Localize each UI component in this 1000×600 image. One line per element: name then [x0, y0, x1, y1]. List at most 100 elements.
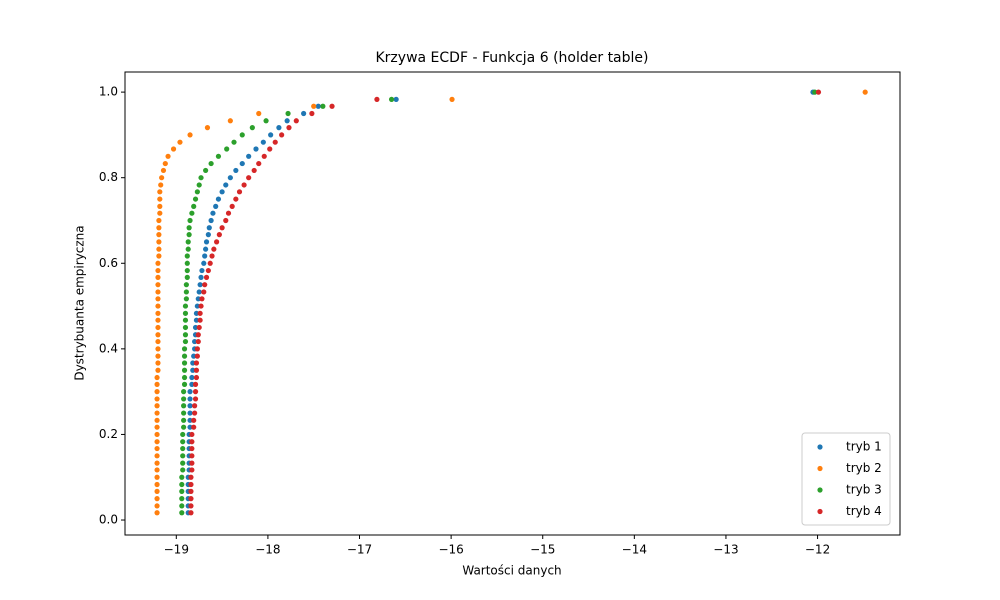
- point: [205, 232, 211, 238]
- point: [214, 239, 220, 245]
- point: [203, 246, 209, 252]
- point: [195, 338, 201, 345]
- point: [285, 110, 291, 117]
- point: [210, 210, 216, 216]
- point: [189, 439, 195, 445]
- x-tick-label: −15: [530, 543, 555, 557]
- point: [193, 374, 200, 381]
- point: [181, 346, 188, 352]
- point: [256, 110, 262, 117]
- point: [189, 210, 195, 216]
- point: [189, 381, 195, 387]
- point: [251, 167, 257, 174]
- point: [186, 232, 192, 238]
- point: [159, 175, 165, 181]
- y-tick-label: 0.8: [99, 170, 118, 184]
- point: [177, 139, 183, 145]
- point: [187, 403, 193, 409]
- x-tick-label: −19: [164, 543, 189, 557]
- point: [157, 196, 163, 202]
- point: [191, 203, 197, 209]
- point: [181, 389, 187, 395]
- y-tick-label: 0.6: [99, 256, 118, 270]
- point: [208, 160, 214, 167]
- point: [183, 282, 189, 288]
- point: [184, 274, 190, 280]
- point: [192, 196, 199, 202]
- legend-box: [801, 432, 891, 526]
- point: [197, 282, 203, 288]
- point: [162, 160, 168, 167]
- point: [187, 410, 193, 416]
- point: [180, 467, 186, 473]
- point: [181, 360, 188, 366]
- point: [219, 225, 225, 231]
- point: [224, 146, 230, 152]
- point: [155, 289, 161, 295]
- point: [154, 503, 160, 509]
- point: [225, 210, 232, 216]
- point: [309, 110, 315, 117]
- point: [187, 424, 193, 430]
- point: [263, 118, 269, 124]
- point: [246, 153, 252, 159]
- point: [188, 496, 194, 502]
- point: [189, 453, 195, 459]
- point: [189, 431, 195, 438]
- point: [191, 417, 197, 423]
- point: [206, 225, 212, 231]
- point: [311, 103, 317, 109]
- point: [182, 303, 189, 309]
- point: [155, 267, 161, 274]
- legend-label: tryb 1: [846, 440, 882, 454]
- point: [154, 510, 160, 516]
- point: [223, 217, 229, 224]
- point: [276, 125, 282, 131]
- legend-label: tryb 4: [846, 504, 882, 518]
- point: [155, 353, 161, 359]
- point: [154, 381, 160, 387]
- point: [154, 488, 160, 494]
- point: [170, 146, 177, 152]
- point: [320, 103, 326, 109]
- point: [154, 403, 160, 409]
- point: [155, 346, 161, 352]
- point: [187, 217, 193, 224]
- point: [195, 332, 201, 338]
- point: [272, 139, 278, 145]
- point: [194, 303, 200, 309]
- point: [154, 481, 160, 488]
- point: [192, 410, 198, 416]
- point: [180, 445, 186, 452]
- point: [208, 217, 214, 224]
- point: [183, 296, 189, 302]
- y-tick-label: 0.4: [99, 341, 118, 355]
- point: [189, 374, 195, 381]
- point: [154, 410, 160, 416]
- point: [197, 310, 203, 316]
- point: [157, 189, 163, 195]
- x-tick-label: −18: [255, 543, 280, 557]
- point: [154, 467, 160, 473]
- legend-label: tryb 2: [846, 461, 882, 475]
- point: [160, 167, 167, 174]
- point: [195, 296, 201, 302]
- point: [192, 324, 199, 331]
- point: [190, 367, 196, 373]
- point: [185, 239, 191, 245]
- point: [198, 274, 204, 280]
- point: [268, 132, 274, 138]
- point: [203, 274, 210, 280]
- x-tick-label: −16: [438, 543, 463, 557]
- point: [189, 460, 195, 466]
- point: [155, 274, 161, 280]
- point: [862, 89, 868, 95]
- point: [301, 110, 307, 117]
- point: [202, 253, 208, 259]
- point: [286, 125, 292, 131]
- point: [203, 239, 210, 245]
- point: [181, 403, 187, 409]
- point: [284, 118, 290, 124]
- point: [156, 246, 162, 252]
- x-tick-label: −13: [713, 543, 738, 557]
